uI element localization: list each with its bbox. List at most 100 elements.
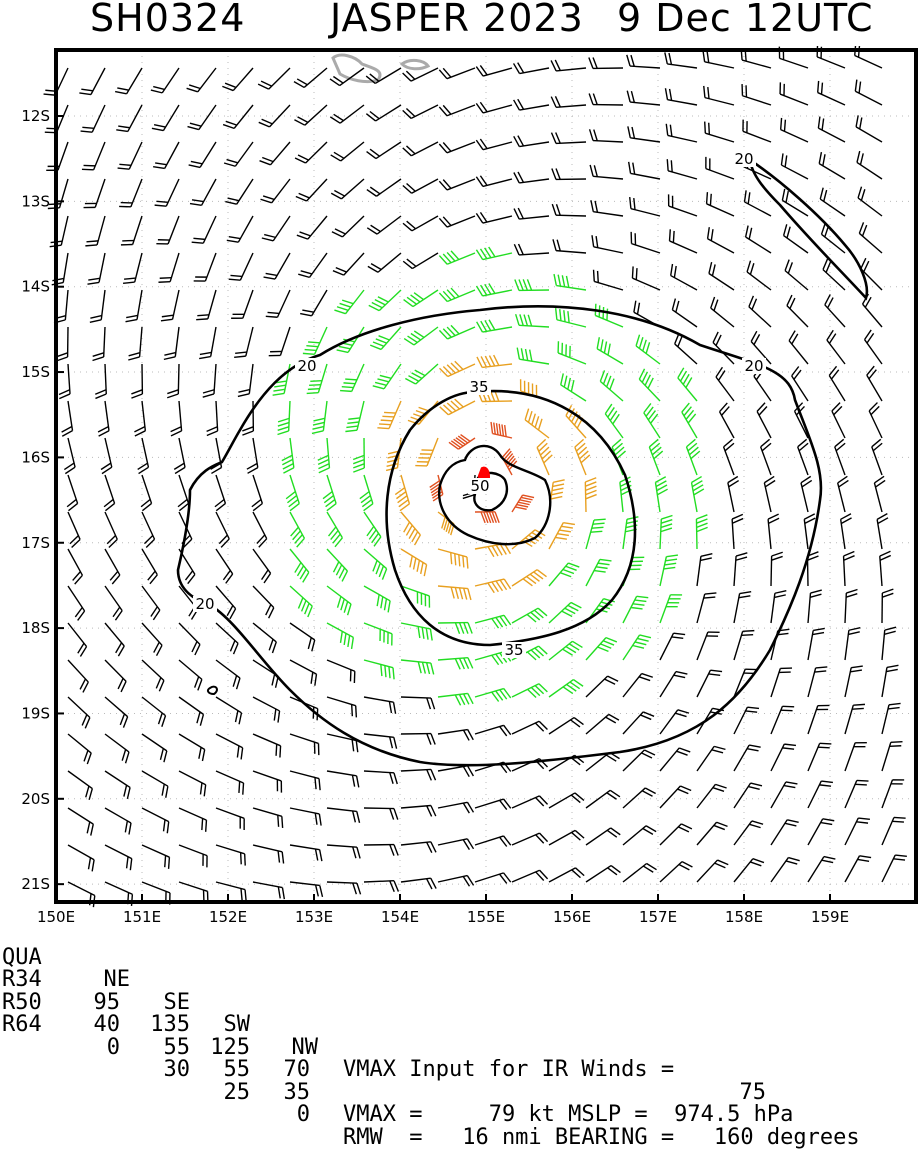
- wind-barb: [156, 216, 179, 244]
- wind-barb: [290, 845, 322, 861]
- wind-barb: [188, 105, 216, 130]
- wind-barb: [732, 514, 743, 549]
- wind-barb: [552, 204, 586, 216]
- wind-barb: [630, 197, 660, 216]
- wind-barb: [105, 586, 122, 620]
- wind-barb: [253, 549, 271, 583]
- wind-barb: [787, 295, 808, 327]
- wind-barb: [822, 223, 845, 253]
- wind-radii-table: QUA NE SE SW NW VMAX Input for IR Winds …: [0, 924, 919, 1014]
- wind-barb: [405, 364, 438, 384]
- wind-barb: [476, 283, 512, 295]
- wind-barb: [105, 660, 126, 692]
- wind-barb: [216, 771, 244, 795]
- wind-barb: [178, 475, 188, 511]
- wind-barb: [605, 404, 623, 438]
- lat-tick-label: 18S: [21, 619, 50, 637]
- wind-barb: [260, 142, 290, 165]
- wind-barb: [345, 401, 364, 432]
- wind-barb: [743, 120, 771, 142]
- wind-barb: [366, 105, 401, 121]
- lat-tick-label: 19S: [21, 704, 50, 722]
- wind-barb: [364, 845, 398, 856]
- wind-barb: [224, 142, 253, 166]
- wind-barb: [665, 52, 697, 68]
- wind-barb: [438, 730, 473, 741]
- wind-barb: [801, 476, 812, 512]
- wind-barb: [57, 327, 68, 361]
- wind-barb: [179, 697, 203, 726]
- wind-barb: [119, 179, 142, 207]
- wind-barb: [174, 438, 185, 474]
- wind-barb: [575, 439, 590, 475]
- wind-barb: [586, 519, 606, 549]
- wind-barb: [649, 439, 662, 475]
- wind-barb: [734, 592, 751, 623]
- wind-barb: [591, 200, 623, 216]
- wind-barb: [845, 856, 871, 882]
- wind-barb: [592, 235, 623, 253]
- wind-barb: [238, 364, 253, 396]
- wind-barb: [179, 882, 208, 903]
- wind-barb: [273, 364, 290, 395]
- wind-barb: [705, 122, 734, 142]
- wind-barb: [199, 327, 216, 359]
- wind-barb: [93, 327, 105, 360]
- wind-barb: [552, 168, 586, 179]
- wind-barb: [403, 142, 438, 156]
- wind-barb: [189, 142, 216, 167]
- wind-barb: [85, 216, 105, 246]
- wind-barb: [225, 179, 253, 204]
- wind-barb: [152, 105, 179, 131]
- wind-barb: [290, 882, 322, 897]
- wind-barb: [665, 88, 697, 105]
- wind-barb: [68, 512, 80, 548]
- wind-barb: [512, 608, 547, 623]
- wind-barb: [660, 710, 689, 734]
- wind-barb: [629, 162, 660, 179]
- col-ne: NE: [70, 969, 130, 992]
- wind-barb: [746, 226, 771, 253]
- wind-barb: [303, 327, 327, 354]
- wind-barb: [845, 628, 860, 660]
- wind-barb: [882, 665, 898, 697]
- wind-barb: [403, 253, 438, 269]
- wind-barb: [655, 477, 667, 512]
- wind-barb: [771, 552, 783, 586]
- wind-barb: [553, 239, 586, 253]
- col-se: SE: [120, 992, 190, 1015]
- wind-barb: [475, 512, 499, 523]
- wind-barb: [68, 660, 88, 692]
- wind-barb: [216, 882, 246, 901]
- wind-barb: [312, 401, 327, 433]
- wind-barb: [818, 81, 845, 105]
- wind-barb: [549, 718, 583, 734]
- wind-barb: [327, 512, 342, 547]
- wind-barb: [401, 623, 432, 640]
- wind-barb: [764, 476, 775, 512]
- wind-barb: [377, 401, 401, 429]
- wind-barb: [761, 439, 771, 475]
- wind-barb: [771, 820, 799, 845]
- wind-barb: [586, 714, 619, 734]
- wind-barb: [203, 364, 216, 397]
- wind-barb: [734, 707, 759, 734]
- wind-barb: [703, 50, 734, 68]
- wind-barb: [153, 142, 179, 168]
- wind-barb: [623, 596, 648, 623]
- wind-barb: [439, 251, 475, 264]
- wind-barb: [882, 627, 896, 660]
- wind-barb: [785, 260, 808, 290]
- wind-barb: [294, 68, 327, 87]
- wind-barb: [820, 188, 845, 216]
- wind-barb: [512, 684, 547, 698]
- wind-barb: [364, 771, 397, 784]
- wind-barb: [290, 734, 319, 755]
- wind-barb: [142, 697, 166, 727]
- wind-barb: [475, 725, 511, 736]
- wind-barb: [880, 551, 891, 586]
- wind-barb: [366, 68, 401, 83]
- contour-label: 35: [504, 641, 523, 659]
- wind-barb: [841, 514, 852, 549]
- wind-barb: [439, 179, 475, 190]
